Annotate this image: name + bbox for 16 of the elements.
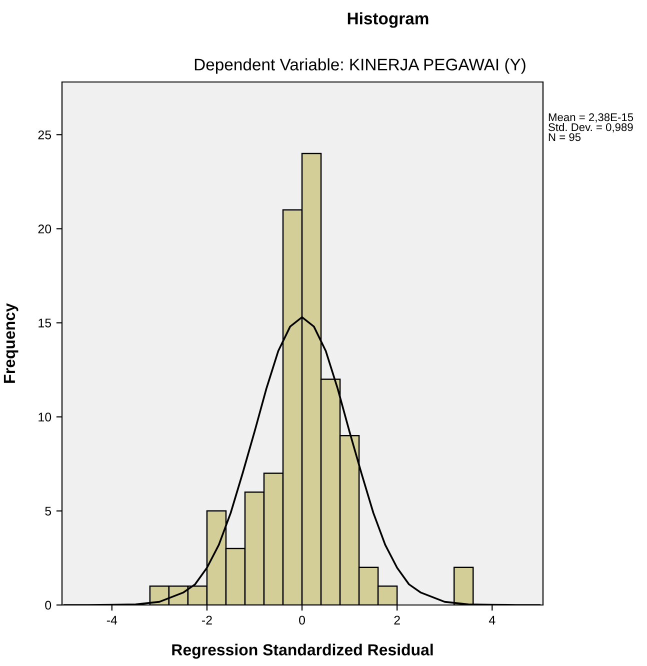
y-tick-label: 15 — [38, 318, 52, 328]
x-tick-label: 2 — [394, 616, 400, 624]
x-tick-label: -2 — [202, 616, 212, 624]
x-tick-label: 0 — [299, 616, 306, 625]
x-tick-label: -4 — [106, 616, 118, 624]
x-axis-title: Regression Standardized Residual — [172, 644, 433, 659]
chart-title: Histogram — [348, 12, 428, 28]
y-axis-title: Frequency — [4, 303, 18, 383]
y-tick-label: 20 — [38, 224, 52, 234]
y-tick-label: 10 — [38, 412, 52, 422]
y-tick-label: 0 — [45, 600, 52, 610]
y-tick-label: 5 — [45, 506, 52, 516]
chart-subtitle: Dependent Variable: KINERJA PEGAWAI (Y) — [194, 58, 526, 74]
x-tick-label: 4 — [488, 616, 496, 624]
text: Mean = 2,38E-15 Std. Dev. = 0,989 N = 95 — [548, 113, 634, 142]
y-tick-label: 25 — [38, 130, 52, 140]
